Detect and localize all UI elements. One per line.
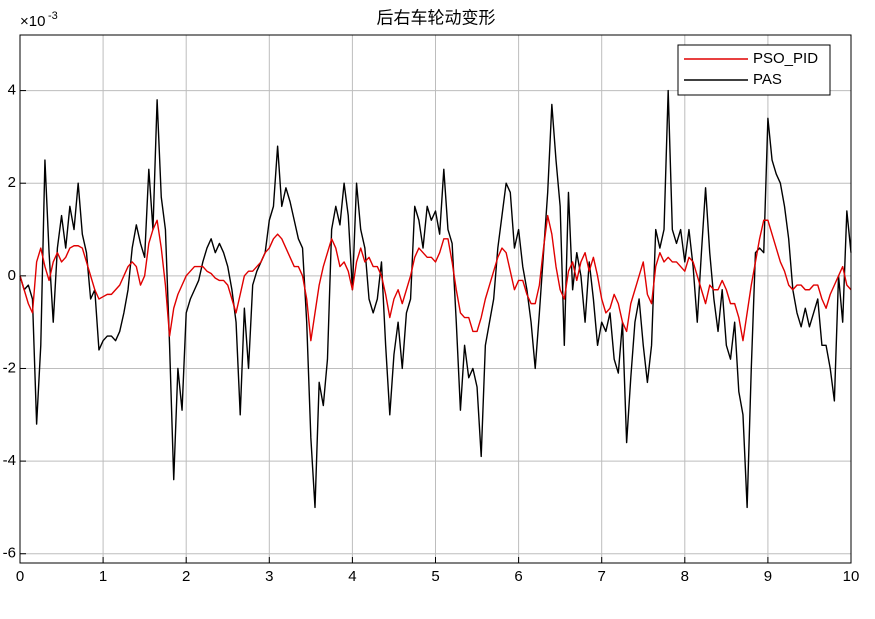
x-tick-label: 4 bbox=[348, 568, 356, 585]
legend-label: PSO_PID bbox=[753, 50, 818, 67]
series-line bbox=[19, 89, 852, 509]
y-tick-label: 0 bbox=[8, 267, 16, 284]
x-tick-label: 9 bbox=[764, 568, 772, 585]
x-tick-label: 10 bbox=[843, 568, 860, 585]
x-tick-label: 7 bbox=[598, 568, 606, 585]
x-tick-label: 5 bbox=[431, 568, 439, 585]
y-tick-label: -4 bbox=[3, 452, 16, 469]
chart-title: 后右车轮动变形 bbox=[377, 8, 496, 27]
legend-label: PAS bbox=[753, 71, 782, 88]
y-tick-label: 2 bbox=[8, 174, 16, 191]
x-tick-label: 8 bbox=[681, 568, 689, 585]
y-tick-label: 4 bbox=[8, 82, 16, 99]
plot-frame bbox=[19, 34, 852, 564]
x-tick-label: 2 bbox=[182, 568, 190, 585]
legend: PSO_PID PAS bbox=[677, 44, 831, 96]
multiplier: ×10 bbox=[20, 13, 45, 30]
series-line bbox=[19, 214, 852, 342]
x-tick-label: 6 bbox=[514, 568, 522, 585]
x-tick-label: 3 bbox=[265, 568, 273, 585]
legend-box bbox=[677, 44, 831, 96]
multiplier-exponent: -3 bbox=[48, 10, 58, 22]
x-tick-label: 0 bbox=[16, 568, 24, 585]
y-tick-label: -2 bbox=[3, 359, 16, 376]
y-tick-label: -6 bbox=[3, 545, 16, 562]
x-tick-label: 1 bbox=[99, 568, 107, 585]
